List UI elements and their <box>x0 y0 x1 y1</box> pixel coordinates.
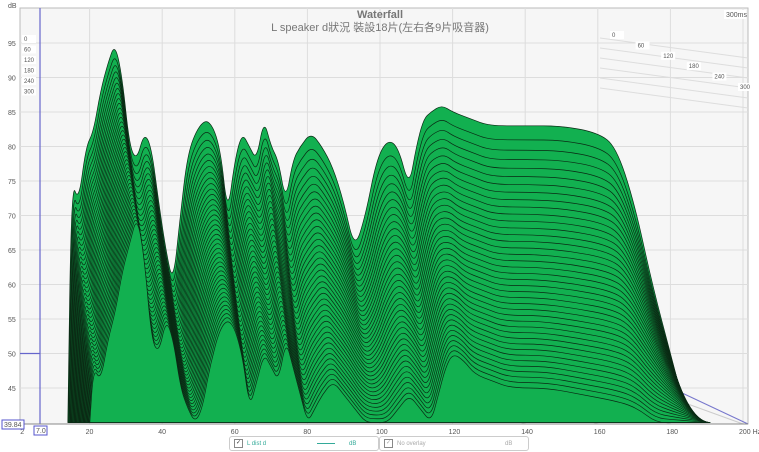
x-tick-label: 200 Hz <box>739 429 759 436</box>
chart-subtitle: L speaker d狀況 裝設18片(左右各9片吸音器) <box>271 20 489 34</box>
y-tick-label: 75 <box>8 179 16 186</box>
x-tick-label: 140 <box>521 429 533 436</box>
time-tick-box <box>738 83 752 91</box>
time-tick-box <box>686 62 701 71</box>
time-tick-box <box>22 66 36 75</box>
y-tick-label: 95 <box>8 41 16 48</box>
time-tick-label-left: 300 <box>24 90 35 96</box>
y-tick-label: 70 <box>8 214 16 221</box>
y-tick-label: 50 <box>8 352 16 359</box>
time-tick-box <box>661 51 676 60</box>
y-tick-label: 60 <box>8 283 16 290</box>
x-tick-label: 160 <box>594 429 606 436</box>
time-tick-label-left: 180 <box>24 69 35 75</box>
floor-edge <box>679 391 749 425</box>
legend-line-swatch <box>317 443 335 444</box>
time-tick-box <box>712 72 727 81</box>
x-tick-label: 120 <box>449 429 461 436</box>
depth-grid-line <box>599 67 749 89</box>
time-tick-label-right: 60 <box>638 43 645 49</box>
legend-label: L dist d <box>247 440 267 447</box>
legend-label: No overlay <box>397 440 426 447</box>
time-tick-box <box>610 31 624 39</box>
waterfall-slices <box>67 49 711 423</box>
y-tick-label: 85 <box>8 110 16 117</box>
chart-title: Waterfall <box>357 9 403 21</box>
x-tick-label: 60 <box>231 429 239 436</box>
checkbox[interactable]: ✓ <box>234 439 243 448</box>
time-tick-label-left: 120 <box>24 58 35 64</box>
x-tick-label: 2 <box>20 429 24 436</box>
y-tick-label: 90 <box>8 76 16 83</box>
depth-grid-line <box>599 87 749 109</box>
depth-grid-line <box>599 77 749 99</box>
axes: 2 20 40 60 80 100 120 140 160 180 200 Hz 45 50 55 60 65… <box>8 8 759 436</box>
x-tick-label: 80 <box>303 429 311 436</box>
legend-item-no-overlay[interactable]: ✓ No overlay dB <box>379 436 529 451</box>
legend-unit: dB <box>349 440 357 447</box>
x-tick-label: 40 <box>158 429 166 436</box>
legend-unit: dB <box>505 440 513 447</box>
legend-item-l-dist-d[interactable]: ✓ L dist d dB <box>229 436 379 451</box>
time-tick-label-right: 0 <box>612 33 616 39</box>
cursor-y-readout: 39.84 <box>4 422 22 429</box>
y-tick-label: 55 <box>8 317 16 324</box>
y-tick-label: 45 <box>8 386 16 393</box>
x-tick-label: 180 <box>666 429 678 436</box>
time-tick-box <box>22 56 36 64</box>
waterfall-slice <box>89 223 711 423</box>
y-axis-label: dB <box>8 3 17 10</box>
time-tick-label-left: 0 <box>24 37 28 43</box>
checkbox[interactable]: ✓ <box>384 439 393 448</box>
time-tick-box <box>22 45 36 54</box>
time-tick-box <box>22 35 36 43</box>
y-tick-label: 65 <box>8 248 16 255</box>
time-tick-label-right: 240 <box>714 75 725 81</box>
x-tick-label: 20 <box>86 429 94 436</box>
cursor-x-readout: 7.0 <box>36 428 46 435</box>
depth-grid-line <box>599 37 749 59</box>
y-tick-label: 80 <box>8 145 16 152</box>
time-unit-label: 300ms <box>726 12 748 19</box>
time-tick-label-right: 120 <box>663 54 674 60</box>
time-tick-box <box>22 77 36 85</box>
time-tick-label-right: 180 <box>689 64 700 70</box>
time-tick-label-left: 60 <box>24 48 31 54</box>
time-tick-label-right: 300 <box>740 85 751 91</box>
time-tick-box <box>22 87 36 96</box>
x-tick-label: 100 <box>376 429 388 436</box>
time-tick-label-left: 240 <box>24 79 35 85</box>
time-tick-box <box>635 41 650 50</box>
